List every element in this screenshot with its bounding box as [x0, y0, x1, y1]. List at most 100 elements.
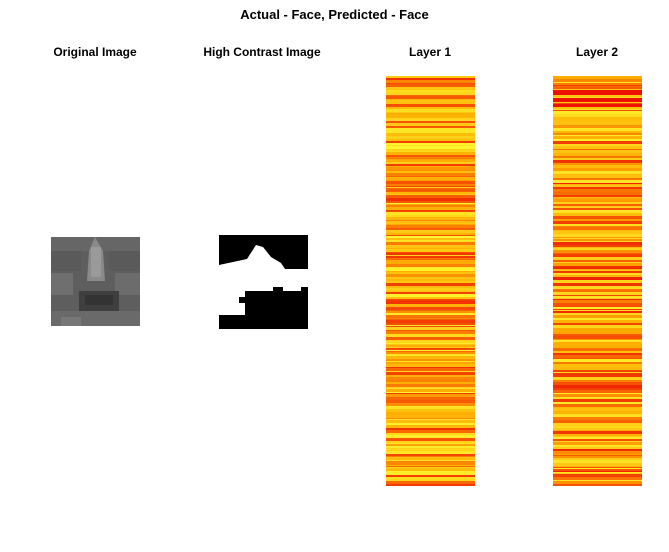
- heat-stripe: [553, 117, 642, 120]
- heat-stripe: [553, 250, 642, 253]
- heat-stripe: [386, 136, 475, 139]
- heat-stripe: [553, 109, 642, 110]
- heat-stripe: [386, 466, 475, 467]
- heat-stripe: [386, 292, 475, 294]
- heat-stripe: [386, 446, 475, 448]
- heat-stripe: [553, 471, 642, 472]
- heat-stripe: [553, 394, 642, 397]
- heat-stripe: [386, 409, 475, 412]
- heat-stripe: [553, 348, 642, 351]
- heat-stripe: [386, 84, 475, 87]
- heat-stripe: [386, 191, 475, 192]
- heat-stripe: [386, 210, 475, 212]
- heat-stripe: [553, 122, 642, 125]
- heat-stripe: [386, 364, 475, 367]
- heat-stripe: [386, 327, 475, 330]
- heat-stripe: [553, 320, 642, 323]
- heat-stripe: [553, 241, 642, 242]
- heat-stripe: [386, 368, 475, 371]
- heat-stripe: [386, 468, 475, 469]
- heat-stripe: [553, 97, 642, 98]
- heat-stripe: [386, 419, 475, 420]
- heat-stripe: [553, 417, 642, 420]
- heat-stripe: [386, 418, 475, 419]
- heat-stripe: [386, 241, 475, 242]
- heat-stripe: [553, 311, 642, 313]
- heat-stripe: [553, 90, 642, 95]
- heat-stripe: [553, 313, 642, 315]
- heat-stripe: [386, 449, 475, 450]
- heat-stripe: [386, 272, 475, 274]
- heat-stripe: [553, 76, 642, 79]
- heat-stripe: [553, 135, 642, 136]
- heat-stripe: [386, 76, 475, 78]
- heat-stripe: [386, 90, 475, 93]
- heat-stripe: [386, 438, 475, 439]
- heat-stripe: [386, 112, 475, 113]
- heat-stripe: [553, 305, 642, 307]
- heat-stripe: [386, 170, 475, 171]
- heat-stripe: [386, 320, 475, 323]
- heat-stripe: [553, 237, 642, 238]
- heat-stripe: [386, 462, 475, 465]
- heat-stripe: [386, 428, 475, 430]
- heat-stripe: [553, 295, 642, 296]
- heat-stripe: [386, 380, 475, 382]
- heat-stripe: [386, 223, 475, 224]
- heat-stripe: [386, 397, 475, 400]
- heat-stripe: [386, 325, 475, 326]
- heat-stripe: [386, 444, 475, 446]
- heat-stripe: [553, 231, 642, 234]
- heat-stripe: [386, 187, 475, 188]
- heat-stripe: [386, 299, 475, 300]
- heat-stripe: [386, 131, 475, 133]
- heat-stripe: [553, 449, 642, 451]
- heat-stripe: [553, 226, 642, 227]
- heat-stripe: [553, 474, 642, 477]
- heat-stripe: [386, 472, 475, 475]
- original-image-title: Original Image: [53, 45, 137, 59]
- heat-stripe: [553, 362, 642, 364]
- heat-stripe: [553, 269, 642, 270]
- heat-stripe: [553, 234, 642, 237]
- heat-stripe: [553, 460, 642, 463]
- heat-stripe: [386, 460, 475, 461]
- heat-stripe: [553, 340, 642, 342]
- heat-stripe: [386, 228, 475, 230]
- heat-stripe: [553, 104, 642, 107]
- heat-stripe: [553, 156, 642, 158]
- heat-stripe: [386, 181, 475, 184]
- heat-stripe: [386, 315, 475, 318]
- heat-stripe: [386, 347, 475, 348]
- heat-stripe: [553, 318, 642, 320]
- heat-stripe: [386, 307, 475, 310]
- heat-stripe: [553, 480, 642, 481]
- heat-stripe: [553, 247, 642, 248]
- heat-stripe: [386, 461, 475, 462]
- heat-stripe: [386, 469, 475, 471]
- heat-stripe: [553, 277, 642, 280]
- heat-stripe: [553, 85, 642, 86]
- heat-stripe: [386, 344, 475, 345]
- heat-stripe: [386, 83, 475, 84]
- heat-stripe: [553, 286, 642, 289]
- heat-stripe: [386, 313, 475, 315]
- heat-stripe: [386, 319, 475, 320]
- heat-stripe: [553, 385, 642, 388]
- layer2-heatmap: [553, 76, 642, 486]
- heat-stripe: [386, 109, 475, 112]
- heat-stripe: [386, 201, 475, 203]
- heat-stripe: [553, 210, 642, 213]
- original-image: [51, 237, 140, 326]
- heat-stripe: [553, 364, 642, 367]
- heat-stripe: [386, 255, 475, 256]
- heat-stripe: [553, 245, 642, 247]
- heat-stripe: [386, 78, 475, 80]
- heat-stripe: [553, 89, 642, 90]
- heat-stripe: [386, 334, 475, 337]
- heat-stripe: [386, 430, 475, 433]
- heat-stripe: [386, 443, 475, 444]
- heat-stripe: [386, 113, 475, 115]
- heat-stripe: [553, 469, 642, 471]
- heat-stripe: [553, 216, 642, 219]
